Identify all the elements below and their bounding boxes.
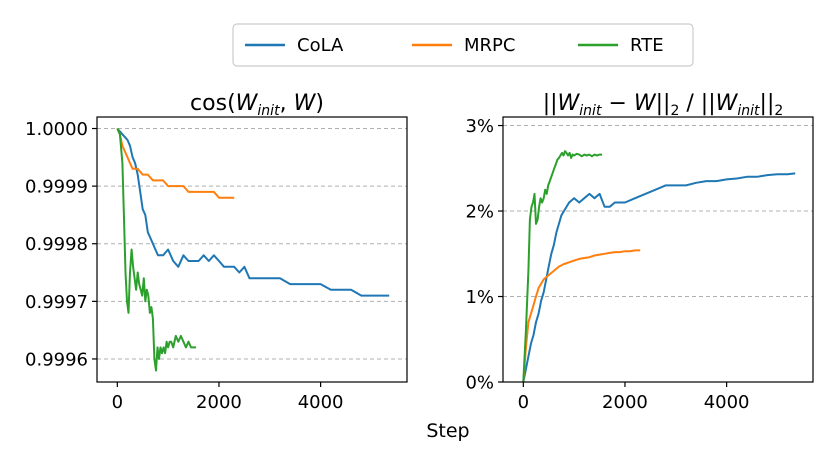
left-y-tick-label: 0.9997: [25, 292, 88, 313]
legend: CoLA MRPC RTE: [232, 23, 694, 67]
right-series-cola: [522, 172, 796, 383]
chart-cosine-similarity: cos(Winit, W) 0.9996 0.9997 0.9998 0.9999 1.…: [25, 91, 408, 413]
legend-frame: [232, 23, 694, 67]
right-x-tick-label: 0: [518, 392, 529, 413]
left-y-tick-label: 1.0000: [25, 119, 88, 140]
left-y-tick-label: 0.9996: [25, 349, 88, 370]
right-y-tick-label: 1%: [465, 287, 494, 308]
left-series-mrpc: [116, 128, 235, 199]
right-y-tick-label: 3%: [465, 116, 494, 137]
right-y-tick-label: 0%: [465, 373, 494, 394]
x-axis-label: Step: [426, 420, 469, 442]
right-x-tick-label: 2000: [602, 392, 648, 413]
chart-relative-norm: ||Winit − W||2 / ||Winit||2 0% 1% 2% 3% 0 200…: [465, 91, 814, 413]
right-x-tick-label: 4000: [704, 392, 750, 413]
right-series-rte: [522, 150, 603, 383]
legend-label-rte: RTE: [630, 35, 664, 56]
left-y-tick-label: 0.9998: [25, 234, 88, 255]
legend-label-mrpc: MRPC: [464, 35, 515, 56]
chart-left-title: cos(Winit, W): [190, 91, 324, 119]
left-series-cola: [116, 127, 390, 297]
left-y-tick-label: 0.9999: [25, 177, 88, 198]
legend-label-cola: CoLA: [297, 35, 344, 56]
right-y-tick-label: 2%: [465, 202, 494, 223]
left-x-tick-label: 4000: [298, 392, 344, 413]
chart-left-frame: [96, 116, 408, 383]
left-x-tick-label: 0: [112, 392, 123, 413]
left-x-tick-label: 2000: [196, 392, 242, 413]
right-series-mrpc: [522, 249, 641, 383]
left-series-rte: [116, 128, 197, 372]
chart-right-frame: [502, 116, 814, 383]
chart-right-title: ||Winit − W||2 / ||Winit||2: [543, 91, 784, 119]
